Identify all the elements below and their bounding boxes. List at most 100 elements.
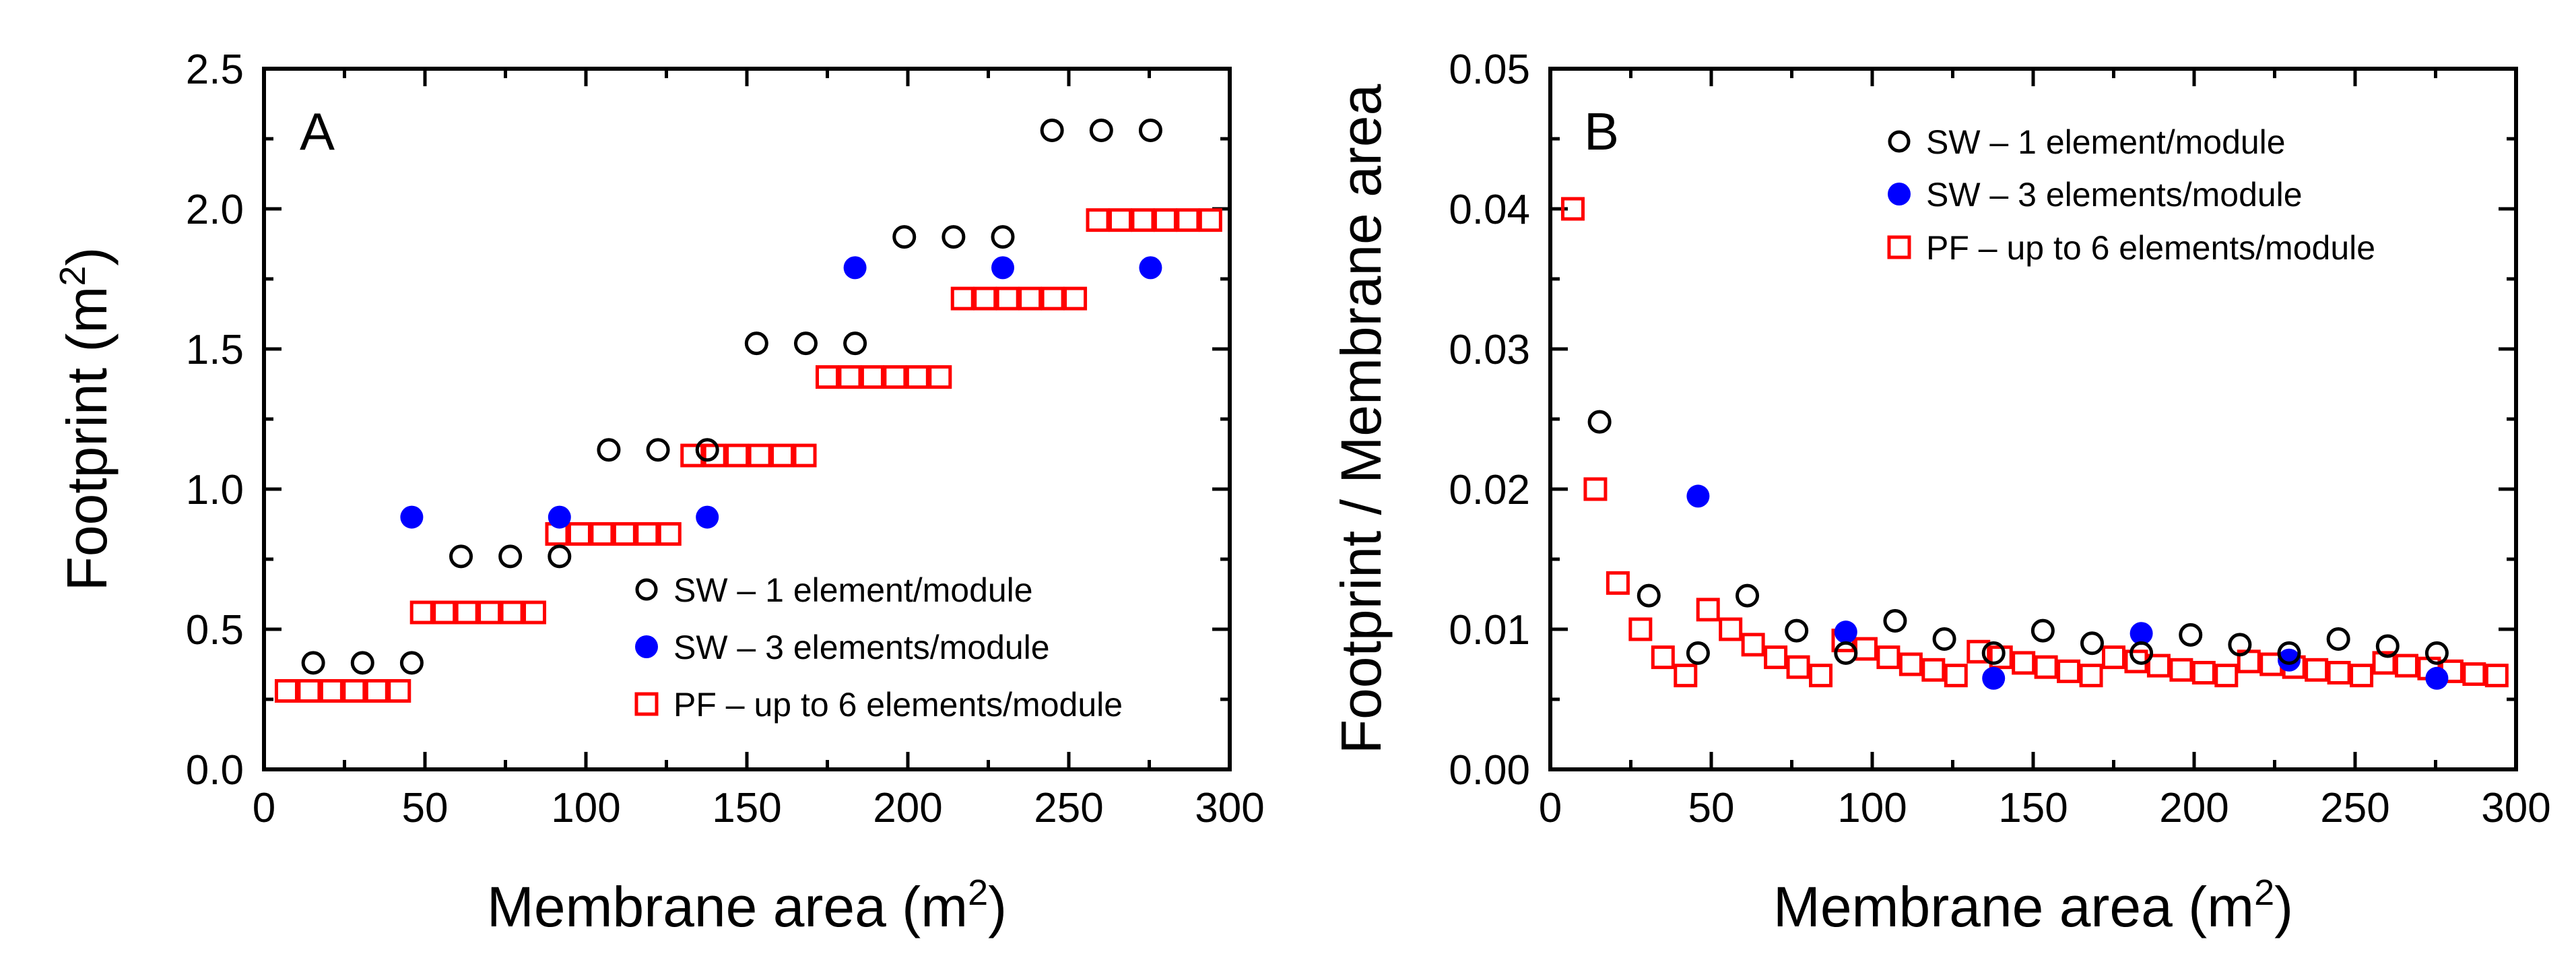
data-point-pf-square [567, 522, 591, 546]
data-point-pf-square [2102, 645, 2125, 670]
legend-marker-filled-circle [1888, 183, 1911, 205]
panel-b-x-tick-label: 150 [1998, 785, 2068, 831]
data-point-pf-square [500, 600, 524, 625]
data-point-sw1-open-circle [2326, 627, 2350, 651]
data-point-sw3-filled-circle [2278, 648, 2301, 672]
legend-label: SW – 3 elements/module [673, 629, 1050, 666]
data-point-sw3-filled-circle [696, 505, 719, 529]
data-point-pf-square [995, 286, 1020, 311]
data-point-pf-square [319, 679, 343, 703]
data-point-pf-square [297, 679, 321, 703]
data-point-pf-square [1898, 652, 1923, 676]
data-point-sw1-open-circle [548, 544, 572, 569]
legend-marker-open-square [1887, 235, 1911, 259]
data-point-sw3-filled-circle [1686, 484, 1710, 508]
panel-b-y-tick-label: 0.02 [1449, 467, 1530, 513]
data-point-pf-square [409, 600, 434, 625]
data-point-sw1-open-circle [1981, 641, 2006, 665]
data-point-sw1-open-circle [597, 438, 621, 462]
data-point-sw1-open-circle [991, 225, 1015, 249]
data-point-pf-square [635, 522, 659, 546]
data-point-sw1-open-circle [1089, 119, 1113, 143]
panel-a-x-tick-label: 200 [873, 785, 942, 831]
panel-b-x-axis-title: Membrane area (m2) [1773, 872, 2293, 938]
data-point-pf-square [1809, 664, 1833, 688]
panel-a-x-tick-label: 50 [402, 785, 449, 831]
panel-b-y-tick-label: 0.04 [1449, 187, 1530, 233]
data-point-sw1-open-circle [350, 651, 374, 675]
data-point-sw1-open-circle [301, 651, 325, 675]
data-point-pf-square [2214, 664, 2239, 688]
panel-a-y-axis-title: Footprint (m2) [53, 247, 119, 592]
legend-label: SW – 1 element/module [1926, 123, 2286, 161]
data-point-pf-square [2462, 662, 2486, 687]
data-point-pf-square [1628, 617, 1653, 641]
data-point-sw1-open-circle [1883, 609, 1907, 633]
data-point-pf-square [432, 600, 457, 625]
legend-item-sw-3-elements: SW – 3 elements/module [1888, 176, 2303, 214]
panel-a-x-tick-label: 0 [253, 785, 275, 831]
legend-item-pf-up-to-6: PF – up to 6 elements/module [1887, 229, 2375, 267]
panel-a-y-tick-label: 1.0 [186, 467, 244, 513]
data-point-sw1-open-circle [449, 544, 473, 569]
data-point-pf-square [612, 522, 636, 546]
panel-b-x-tick-label: 100 [1837, 785, 1907, 831]
panel-b-x-tick-label: 250 [2320, 785, 2389, 831]
data-point-pf-square [1063, 286, 1088, 311]
data-point-sw1-open-circle [646, 438, 670, 462]
data-point-pf-square [793, 443, 817, 468]
data-point-sw1-open-circle [1637, 583, 1661, 608]
data-point-pf-square [928, 365, 952, 389]
panel-b-legend: SW – 1 element/module SW – 3 elements/mo… [1887, 123, 2375, 267]
data-point-pf-square [1719, 617, 1743, 641]
data-point-pf-square [2350, 664, 2374, 688]
data-point-pf-square [2057, 659, 2081, 683]
data-point-sw1-open-circle [399, 651, 424, 675]
legend-item-pf-up-to-6: PF – up to 6 elements/module [634, 686, 1123, 724]
data-point-pf-square [1606, 571, 1630, 595]
panel-a-data [274, 119, 1222, 703]
data-point-pf-square [1108, 208, 1132, 232]
data-point-pf-square [905, 365, 929, 389]
data-point-pf-square [1741, 633, 1765, 657]
data-point-sw1-open-circle [2375, 634, 2400, 658]
data-point-sw1-open-circle [2277, 641, 2301, 665]
data-point-pf-square [950, 286, 975, 311]
panel-b-x-tick-label: 50 [1688, 785, 1735, 831]
data-point-sw3-filled-circle [400, 505, 424, 529]
panel-a-y-tick-label: 1.5 [186, 327, 244, 373]
panel-b-label: B [1584, 102, 1619, 161]
data-point-sw3-filled-circle [843, 256, 867, 280]
data-point-sw3-filled-circle [1834, 620, 1857, 644]
legend-marker-open-circle [635, 578, 658, 601]
data-point-pf-square [387, 679, 411, 703]
data-point-pf-square [2327, 660, 2351, 684]
data-point-pf-square [1086, 208, 1110, 232]
data-point-pf-square [1198, 208, 1222, 232]
legend-label: PF – up to 6 elements/module [673, 686, 1123, 724]
data-point-pf-square [748, 443, 772, 468]
panel-a-x-tick-label: 250 [1034, 785, 1103, 831]
legend-label: PF – up to 6 elements/module [1926, 229, 2375, 267]
data-point-pf-square [1853, 637, 1878, 661]
panel-a-x-tick-label: 300 [1195, 785, 1264, 831]
data-point-pf-square [1786, 655, 1810, 679]
panel-a-y-tick-label: 0.5 [186, 607, 244, 654]
data-point-pf-square [2305, 658, 2329, 682]
data-point-pf-square [1696, 598, 1720, 622]
data-point-pf-square [364, 679, 389, 703]
data-point-sw3-filled-circle [2129, 622, 2153, 645]
data-point-pf-square [590, 522, 614, 546]
data-point-sw1-open-circle [2424, 641, 2449, 665]
data-point-sw1-open-circle [1686, 641, 1710, 665]
panel-b-axes: 0 50 100 150 200 250 300 0.00 0.01 0.02 0.03 0.04 0.… [1449, 46, 2550, 831]
data-point-pf-square [1876, 645, 1901, 670]
panel-b-x-tick-label: 300 [2481, 785, 2550, 831]
panel-a-x-axis-title: Membrane area (m2) [487, 872, 1007, 938]
data-point-sw1-open-circle [1587, 410, 1612, 434]
data-point-sw1-open-circle [2030, 618, 2055, 643]
legend-item-sw-3-elements: SW – 3 elements/module [635, 629, 1050, 666]
data-point-pf-square [2146, 654, 2171, 678]
panel-a-y-tick-label: 0.0 [186, 747, 244, 794]
panel-b-y-tick-label: 0.00 [1449, 747, 1530, 794]
